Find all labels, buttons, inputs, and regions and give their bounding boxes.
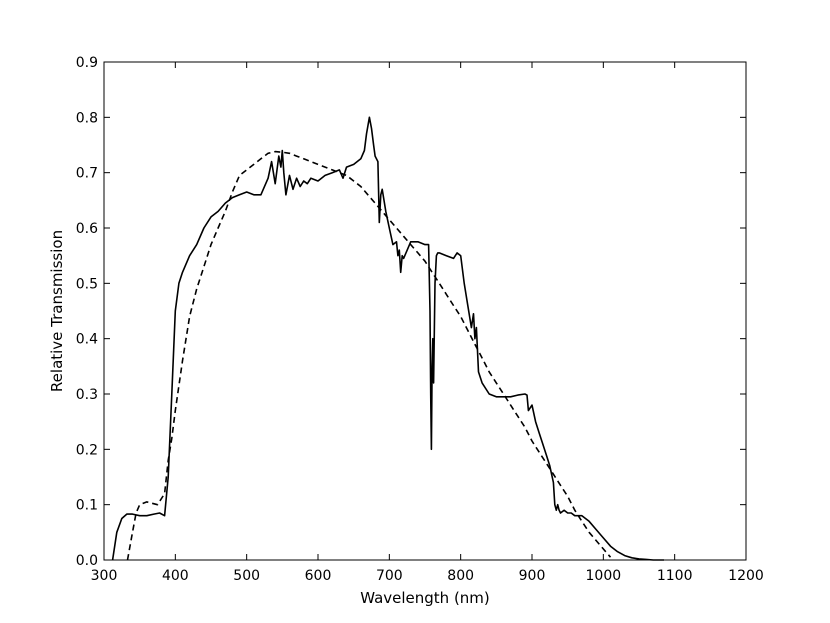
series-line-solid [111, 116, 664, 561]
y-axis-ticks: 0.0 0.1 0.2 0.3 0.4 0.5 0.6 0.7 0.8 0.9 [76, 55, 746, 569]
y-tick-label: 0.4 [76, 332, 98, 348]
series-layer [111, 116, 664, 561]
x-axis-title: Wavelength (nm) [360, 589, 490, 607]
y-tick-label: 0.7 [76, 166, 98, 182]
x-tick-label: 900 [519, 568, 546, 584]
y-tick-label: 0.8 [76, 110, 98, 126]
y-tick-label: 0.5 [76, 276, 98, 292]
x-tick-label: 500 [233, 568, 260, 584]
x-axis-ticks: 300 400 500 600 700 800 900 1000 1100 1200 [91, 62, 764, 584]
x-tick-label: 1200 [728, 568, 764, 584]
y-axis-title: Relative Transmission [48, 230, 66, 392]
x-tick-label: 800 [447, 568, 474, 584]
x-tick-label: 1000 [586, 568, 622, 584]
plot-background [104, 62, 746, 560]
x-tick-label: 400 [162, 568, 189, 584]
y-tick-label: 0.9 [76, 55, 98, 71]
plot-frame [103, 61, 747, 561]
y-tick-label: 0.3 [76, 387, 98, 403]
y-tick-label: 0.2 [76, 442, 98, 458]
y-tick-label: 0.1 [76, 498, 98, 514]
series-line-dashed [126, 150, 612, 561]
x-tick-label: 600 [305, 568, 332, 584]
x-tick-label: 700 [376, 568, 403, 584]
x-tick-label: 1100 [657, 568, 693, 584]
x-tick-label: 300 [91, 568, 118, 584]
y-tick-label: 0.6 [76, 221, 98, 237]
y-tick-label: 0.0 [76, 553, 98, 569]
